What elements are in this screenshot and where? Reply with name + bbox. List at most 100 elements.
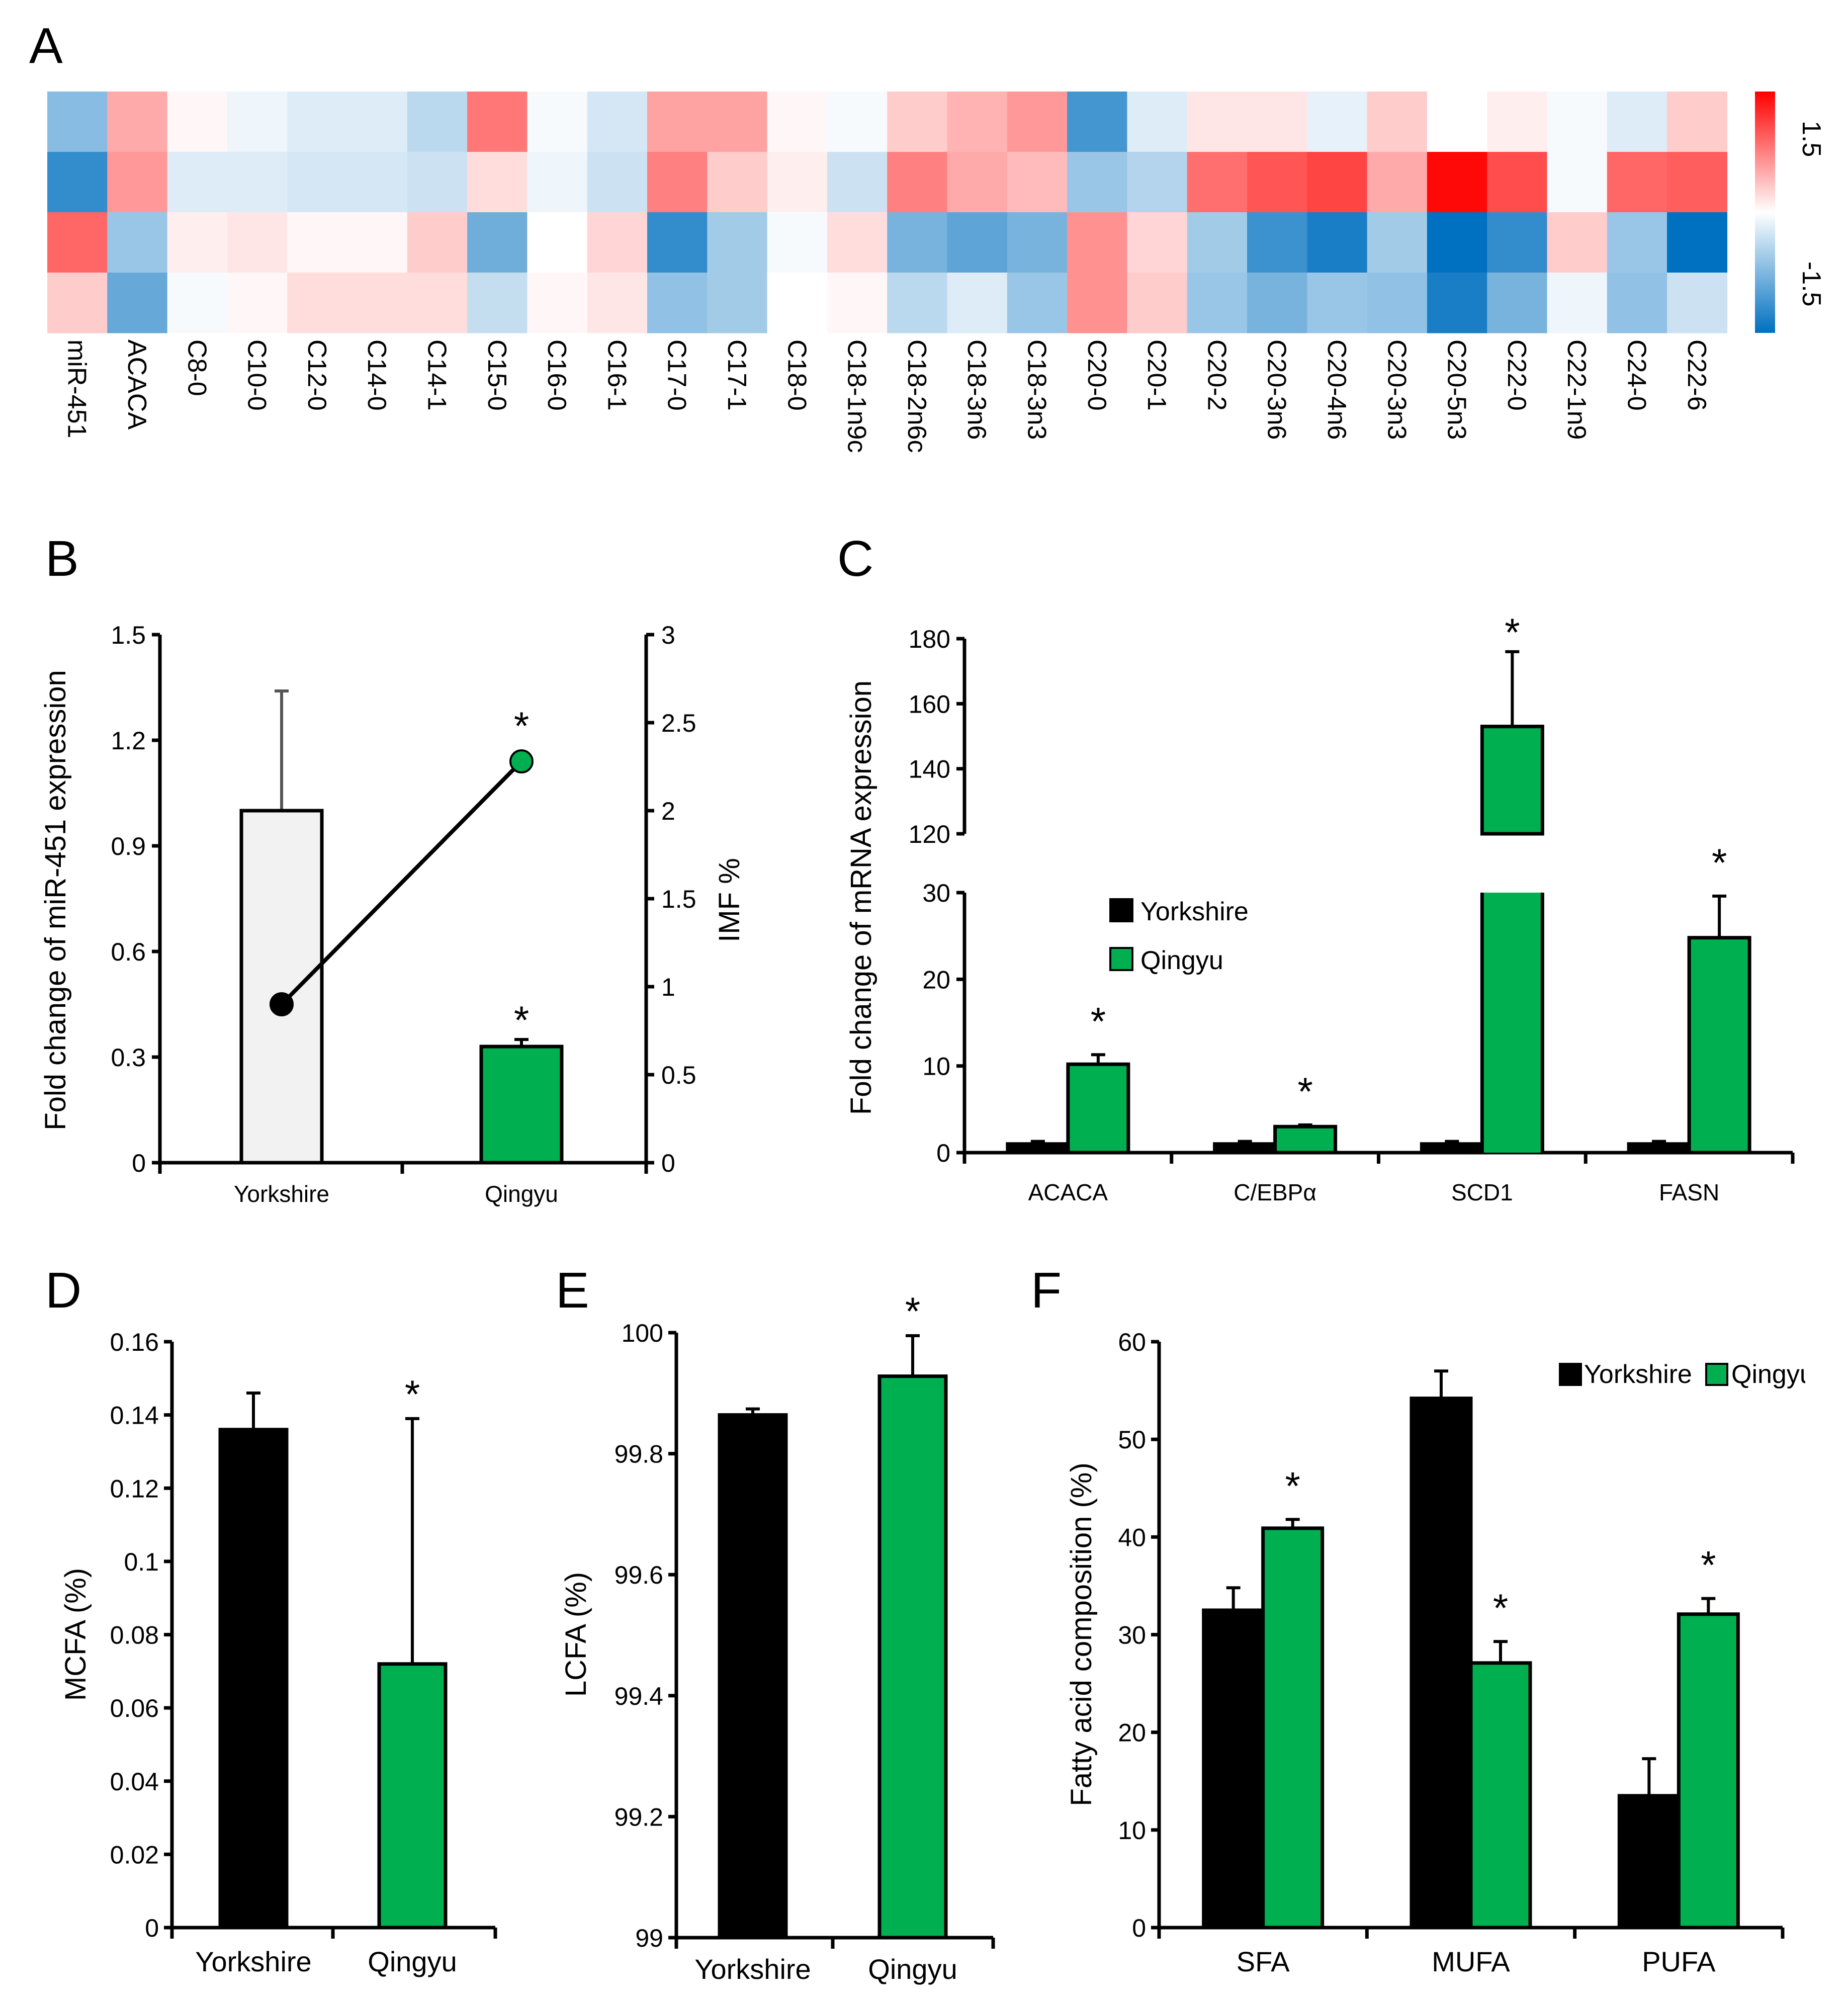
- y-tick-label: 0: [145, 1914, 159, 1942]
- heatmap-cell: [1367, 212, 1428, 273]
- heatmap-cell: [947, 152, 1008, 213]
- significance-star: *: [1701, 1543, 1716, 1587]
- heatmap-cell: [1607, 92, 1667, 152]
- legend-label-qingyu: Qingyu: [1731, 1360, 1814, 1389]
- y-tick-label: 30: [922, 879, 950, 907]
- y-tick-label: 30: [1118, 1621, 1146, 1649]
- heatmap-cell: [1667, 92, 1727, 152]
- heatmap-cell: [707, 212, 768, 273]
- heatmap-cell: [47, 212, 108, 273]
- y-tick-label: 0.16: [110, 1328, 159, 1356]
- x-tick-label: MUFA: [1432, 1946, 1510, 1977]
- heatmap-cell: [107, 92, 168, 152]
- legend-swatch-qingyu: [1109, 947, 1133, 971]
- heatmap-cell: [1247, 92, 1307, 152]
- heatmap-cell: [287, 273, 348, 333]
- heatmap-cell: [1667, 273, 1727, 333]
- y-tick-label: 20: [1118, 1719, 1146, 1747]
- heatmap-column-label: C20-5n3: [1442, 339, 1471, 440]
- heatmap-column-label: C20-1: [1142, 339, 1171, 411]
- panel-letter-e: E: [556, 1262, 589, 1319]
- bar-qingyu: [877, 1374, 948, 1940]
- heatmap-cell: [47, 273, 108, 333]
- heatmap-cell: [467, 273, 527, 333]
- bar-qingyu: [1066, 1062, 1130, 1155]
- chart-b: 0 0.3 0.6 0.9 1.2 1.5 0 0.5 1 1.5 2 2.5 3 Yorkshire Qi…: [39, 621, 746, 1207]
- x-tick-label: ACACA: [1028, 1179, 1108, 1205]
- color-scale-max-label: 1.5: [1797, 121, 1826, 157]
- heatmap-cell: [767, 212, 828, 273]
- heatmap-cell: [1067, 92, 1127, 152]
- heatmap-cell: [647, 92, 708, 152]
- heatmap-cell: [1547, 212, 1608, 273]
- heatmap-cell: [1547, 273, 1608, 333]
- bar-yorkshire: [1627, 1142, 1691, 1155]
- panel-letter-c: C: [837, 531, 873, 587]
- heatmap-column-label: C18-3n3: [1022, 339, 1051, 440]
- y-tick-right-label: 3: [661, 621, 675, 649]
- heatmap-cell: [407, 212, 468, 273]
- y-tick-label: 10: [1118, 1816, 1146, 1845]
- x-tick-label: C/EBPα: [1234, 1179, 1316, 1205]
- y-tick-label: 40: [1118, 1523, 1146, 1551]
- heatmap-column-label: C22-6: [1682, 339, 1711, 411]
- significance-star: *: [1493, 1586, 1508, 1630]
- heatmap-cell: [1427, 92, 1487, 152]
- y-axis-label: LCFA (%): [560, 1572, 592, 1697]
- y-tick-right-label: 1.5: [661, 885, 696, 913]
- panel-letter-a: A: [29, 18, 63, 74]
- heatmap-cell: [1247, 152, 1307, 213]
- heatmap-cell: [1547, 92, 1608, 152]
- heatmap-cell: [827, 212, 888, 273]
- heatmap-cell: [527, 152, 588, 213]
- color-scale-min-label: -1.5: [1797, 262, 1826, 307]
- heatmap-cell: [227, 212, 288, 273]
- significance-star: *: [405, 1372, 420, 1416]
- heatmap-cell: [947, 92, 1008, 152]
- heatmap-cell: [287, 92, 348, 152]
- y-axis-right-label: IMF %: [713, 858, 746, 942]
- heatmap-cell: [887, 212, 948, 273]
- heatmap-column-label: C22-1n9: [1562, 339, 1591, 440]
- heatmap-cell: [1427, 152, 1487, 213]
- heatmap-cell: [47, 152, 108, 213]
- bar-qingyu: [1687, 936, 1751, 1155]
- heatmap-cell: [587, 152, 648, 213]
- heatmap-column-labels: miR-451 ACACA C8-0 C10-0 C12-0 C14-0 C14-1 C15-…: [62, 339, 1711, 453]
- heatmap-cell: [1667, 152, 1727, 213]
- heatmap-cell: [887, 152, 948, 213]
- chart-e: 99 99.2 99.4 99.6 99.8 100 Yorkshire Qingyu * LCF…: [560, 1289, 995, 1985]
- significance-star: *: [1091, 999, 1106, 1043]
- y-axis-label: MCFA (%): [59, 1568, 92, 1701]
- y-tick-label: 0.14: [110, 1402, 159, 1430]
- heatmap-cell: [647, 152, 708, 213]
- y-tick-label: 140: [909, 755, 950, 784]
- heatmap-cell: [527, 92, 588, 152]
- bar-qingyu-upper: [1480, 725, 1544, 836]
- legend-swatch-yorkshire: [1109, 898, 1133, 922]
- y-tick-label: 0.3: [111, 1044, 146, 1072]
- heatmap-color-scale: [1755, 92, 1775, 333]
- heatmap-cell: [1067, 152, 1127, 213]
- bar-yorkshire: [1410, 1397, 1473, 1930]
- x-tick-label: SCD1: [1451, 1179, 1513, 1205]
- heatmap-cell: [167, 273, 228, 333]
- heatmap-column-label: C8-0: [182, 339, 211, 396]
- heatmap-column-label: C14-1: [422, 339, 451, 411]
- heatmap-column-label: miR-451: [62, 339, 92, 439]
- heatmap-cell: [887, 273, 948, 333]
- y-tick-label: 60: [1118, 1328, 1146, 1356]
- heatmap-a: [47, 92, 1727, 333]
- heatmap-cell: [227, 273, 288, 333]
- y-tick-label: 0.6: [111, 938, 146, 966]
- heatmap-cell: [1067, 212, 1127, 273]
- bar-yorkshire: [1006, 1142, 1070, 1155]
- heatmap-column-label: C14-0: [362, 339, 391, 411]
- significance-star: *: [1297, 1069, 1312, 1113]
- heatmap-cell: [1667, 212, 1727, 273]
- x-tick-label: SFA: [1237, 1946, 1290, 1977]
- legend-label-qingyu: Qingyu: [1140, 946, 1223, 975]
- heatmap-column-label: C17-1: [722, 339, 751, 411]
- y-tick-label: 160: [909, 690, 950, 718]
- heatmap-cell: [707, 273, 768, 333]
